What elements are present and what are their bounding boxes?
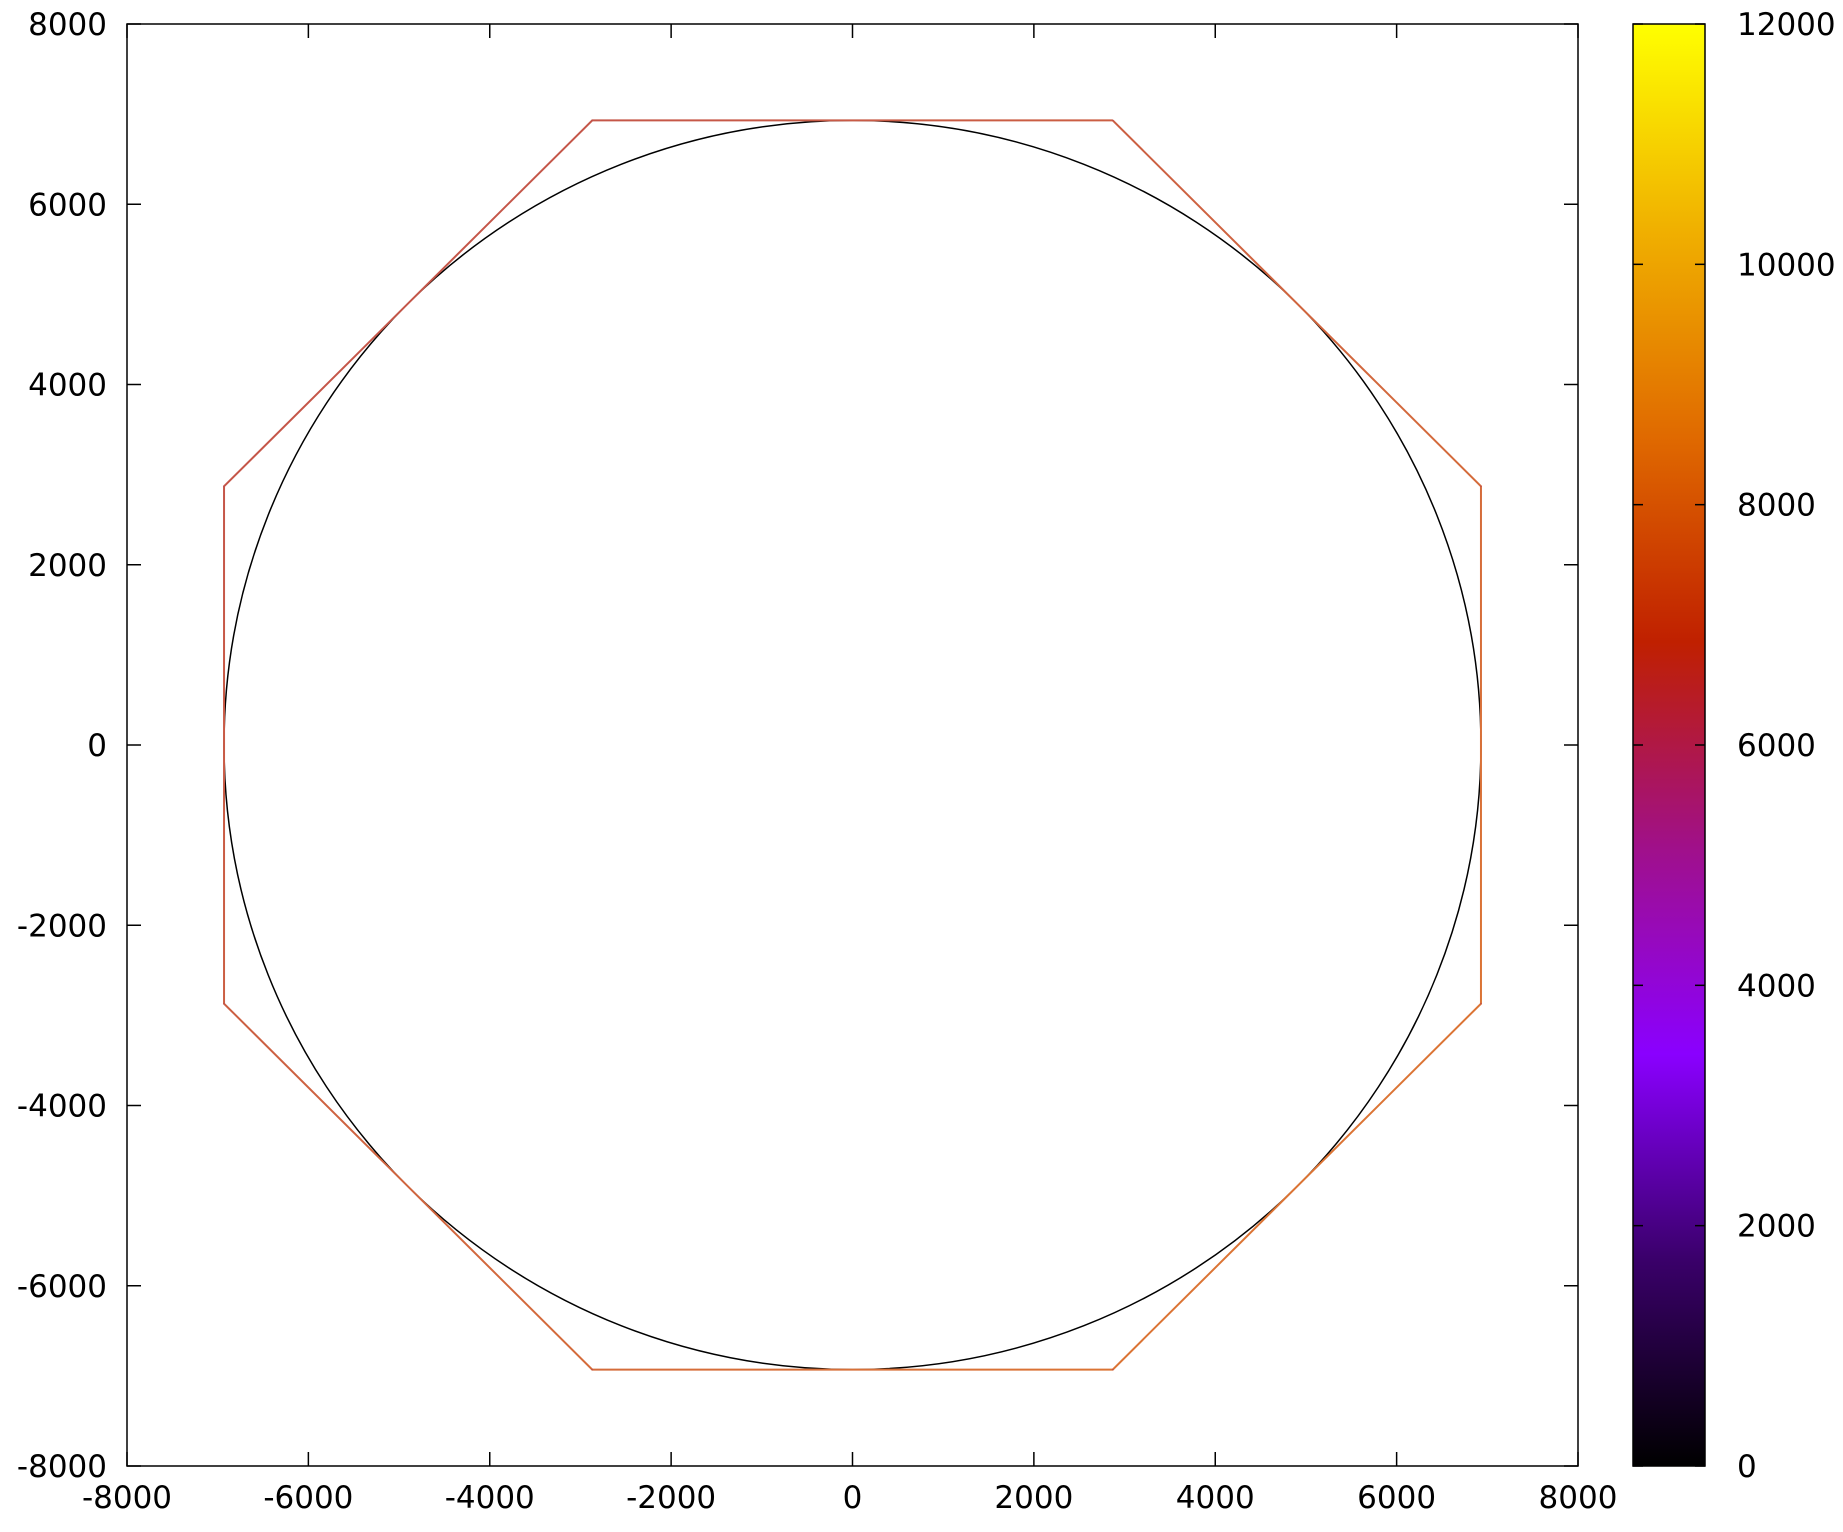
octagon-vertex: [591, 1368, 594, 1371]
y-tick-label: 6000: [28, 187, 107, 223]
octagon-series: [223, 119, 1482, 1371]
axes: -8000 -6000 -4000 -2000 0 2000 4000 6000 8000 -80…: [17, 7, 1618, 1516]
x-tick-label: -4000: [445, 1480, 535, 1516]
x-tick-label: 4000: [1176, 1480, 1255, 1516]
colorbar-tick-label: 0: [1737, 1449, 1757, 1485]
octagon-vertex: [1480, 1002, 1482, 1005]
y-tick-label: -4000: [17, 1089, 107, 1125]
octagon-vertex: [1111, 119, 1114, 122]
y-tick-label: -2000: [17, 908, 107, 944]
y-tick-label: 8000: [28, 7, 107, 43]
colorbar: 0 2000 4000 6000 8000 10000 12000: [1632, 7, 1836, 1485]
colorbar-tick-label: 8000: [1737, 488, 1816, 524]
x-tick-label: -2000: [626, 1480, 716, 1516]
y-tick-label: -6000: [17, 1269, 107, 1305]
y-tick-label: 4000: [28, 368, 107, 404]
colorbar-tick-label: 12000: [1737, 7, 1836, 43]
x-tick-label: 0: [843, 1480, 863, 1516]
colorbar-tick-label: 4000: [1737, 968, 1816, 1004]
y-tick-label: 2000: [28, 548, 107, 584]
plot-area: [223, 119, 1482, 1371]
x-tick-label: 6000: [1357, 1480, 1436, 1516]
colorbar-tick-label: 6000: [1737, 728, 1816, 764]
y-tick-label: 0: [87, 728, 107, 764]
y-tick-label: -8000: [17, 1449, 107, 1485]
colorbar-tick-label: 2000: [1737, 1209, 1816, 1245]
x-tick-label: -8000: [82, 1480, 172, 1516]
x-tick-label: 2000: [994, 1480, 1073, 1516]
octagon-vertex: [591, 119, 594, 122]
plot-frame: [126, 23, 1579, 1467]
x-tick-label: -6000: [263, 1480, 353, 1516]
octagon-vertex: [1480, 485, 1482, 488]
octagon-vertex: [1111, 1368, 1114, 1371]
x-tick-label: 8000: [1539, 1480, 1618, 1516]
octagon-vertex: [223, 1002, 225, 1005]
octagon-vertex: [223, 485, 225, 488]
colorbar-tick-label: 10000: [1737, 247, 1836, 283]
circle-series: [223, 119, 1482, 1371]
colorbar-gradient: [1633, 24, 1705, 1466]
